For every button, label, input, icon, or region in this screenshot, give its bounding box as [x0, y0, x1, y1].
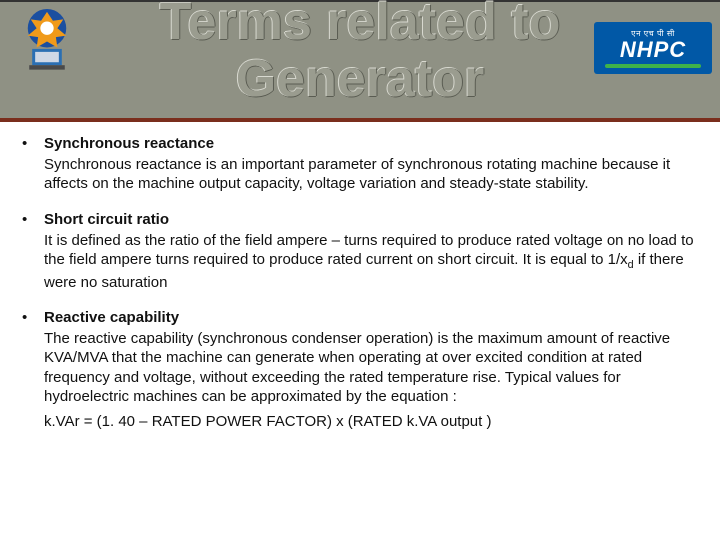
title-line-1: Terms related to — [160, 0, 561, 51]
title-line-2: Generator — [236, 50, 485, 108]
bullet-text: Reactive capability The reactive capabil… — [44, 308, 700, 437]
item-heading: Reactive capability — [44, 308, 700, 327]
bullet-text: Short circuit ratio It is defined as the… — [44, 210, 700, 298]
bullet-item: • Synchronous reactance Synchronous reac… — [22, 134, 700, 200]
logo-right: एन एच पी सी NHPC — [594, 22, 712, 74]
bullet-icon: • — [22, 308, 44, 437]
item-heading: Short circuit ratio — [44, 210, 700, 229]
item-body: It is defined as the ratio of the field … — [44, 231, 700, 292]
emblem-icon — [10, 6, 84, 80]
bullet-icon: • — [22, 210, 44, 298]
nhpc-swoosh-icon — [605, 64, 701, 68]
nhpc-label: NHPC — [620, 39, 686, 61]
bullet-icon: • — [22, 134, 44, 200]
content-area: • Synchronous reactance Synchronous reac… — [22, 134, 700, 447]
item-body: The reactive capability (synchronous con… — [44, 329, 700, 406]
bullet-item: • Reactive capability The reactive capab… — [22, 308, 700, 437]
slide-root: Terms related to Generator एन एच पी सी N… — [0, 0, 720, 540]
logo-left — [10, 6, 84, 80]
bullet-text: Synchronous reactance Synchronous reacta… — [44, 134, 700, 200]
item-heading: Synchronous reactance — [44, 134, 700, 153]
bullet-item: • Short circuit ratio It is defined as t… — [22, 210, 700, 298]
item-body: Synchronous reactance is an important pa… — [44, 155, 700, 193]
item-equation: k.VAr = (1. 40 – RATED POWER FACTOR) x (… — [44, 412, 700, 431]
